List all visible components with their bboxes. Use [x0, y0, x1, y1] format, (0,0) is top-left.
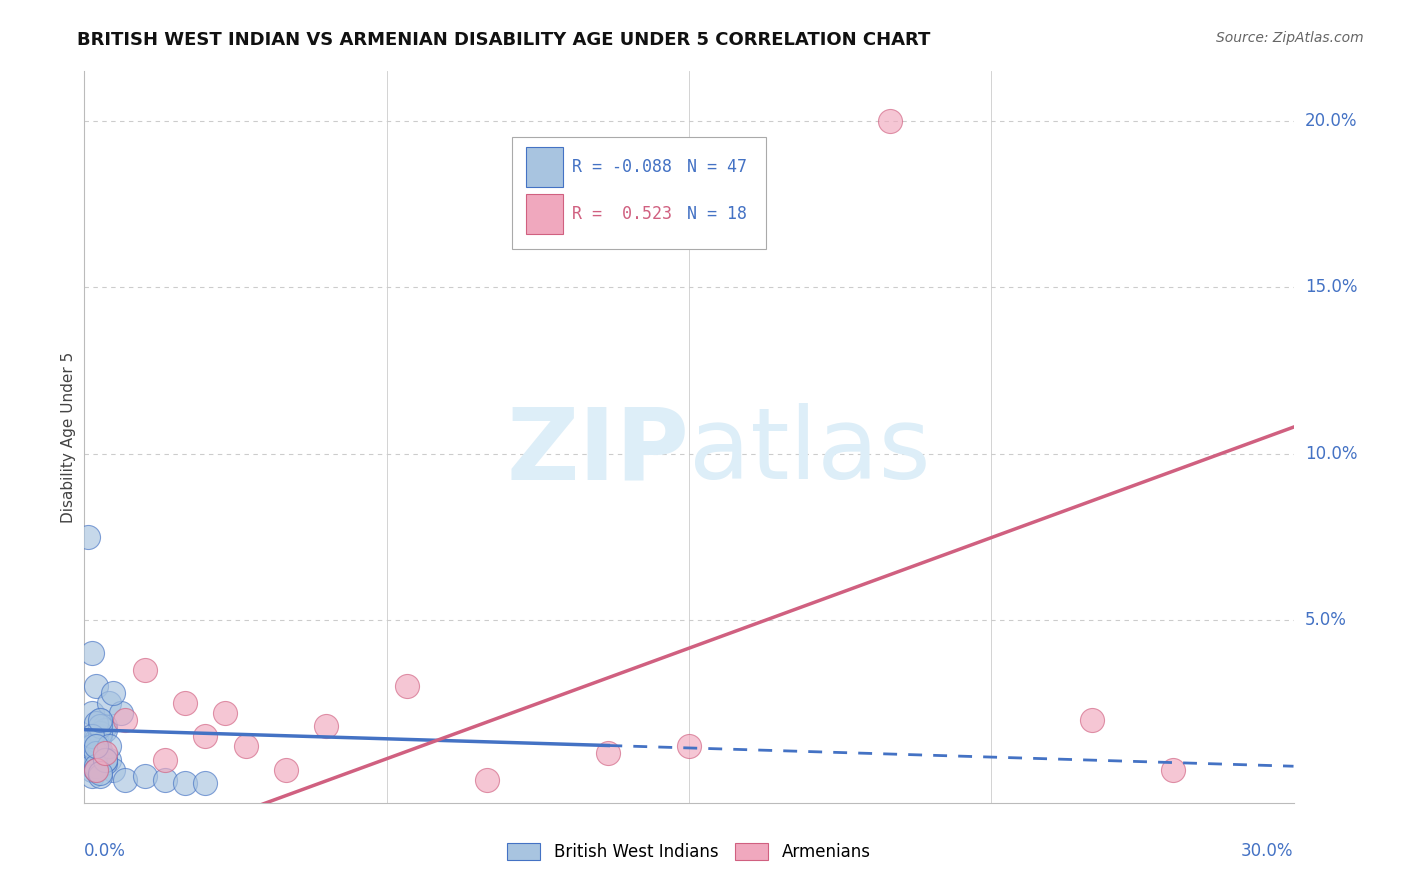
Point	[274, 763, 297, 777]
Point	[235, 739, 257, 754]
Point	[174, 696, 197, 710]
Point	[89, 713, 111, 727]
Text: R = -0.088: R = -0.088	[572, 158, 672, 176]
Point	[194, 776, 217, 790]
Text: 20.0%: 20.0%	[1305, 112, 1357, 130]
Point	[134, 663, 156, 677]
Point	[174, 776, 197, 790]
Point	[86, 732, 108, 747]
Point	[82, 739, 104, 754]
Point	[114, 772, 136, 787]
Text: BRITISH WEST INDIAN VS ARMENIAN DISABILITY AGE UNDER 5 CORRELATION CHART: BRITISH WEST INDIAN VS ARMENIAN DISABILI…	[77, 31, 931, 49]
Text: 0.0%: 0.0%	[84, 842, 127, 860]
Point	[678, 739, 700, 754]
Point	[89, 742, 111, 756]
Point	[86, 746, 108, 760]
Point	[82, 759, 104, 773]
Point	[89, 769, 111, 783]
Point	[82, 763, 104, 777]
Point	[86, 759, 108, 773]
Point	[82, 706, 104, 720]
Point	[89, 719, 111, 733]
Point	[153, 772, 176, 787]
Point	[93, 756, 115, 770]
Point	[89, 765, 111, 780]
Point	[194, 729, 217, 743]
Text: N = 18: N = 18	[686, 205, 747, 223]
Point	[89, 746, 111, 760]
Point	[89, 729, 111, 743]
Point	[97, 696, 120, 710]
Point	[93, 753, 115, 767]
Point	[86, 736, 108, 750]
Point	[879, 114, 901, 128]
Point	[86, 756, 108, 770]
Point	[477, 772, 499, 787]
Point	[97, 739, 120, 754]
Point	[82, 746, 104, 760]
Point	[93, 723, 115, 737]
Point	[93, 753, 115, 767]
Point	[110, 706, 132, 720]
Point	[86, 753, 108, 767]
Text: 15.0%: 15.0%	[1305, 278, 1357, 296]
Point	[82, 769, 104, 783]
Point	[86, 763, 108, 777]
Point	[86, 739, 108, 754]
Point	[315, 719, 337, 733]
Text: 30.0%: 30.0%	[1241, 842, 1294, 860]
Point	[86, 716, 108, 731]
Point	[89, 726, 111, 740]
Point	[101, 686, 124, 700]
Point	[153, 753, 176, 767]
Point	[86, 680, 108, 694]
Point	[86, 763, 108, 777]
Point	[214, 706, 236, 720]
Text: ZIP: ZIP	[506, 403, 689, 500]
Text: 10.0%: 10.0%	[1305, 445, 1357, 463]
Text: atlas: atlas	[689, 403, 931, 500]
Point	[114, 713, 136, 727]
Point	[86, 729, 108, 743]
Point	[82, 646, 104, 660]
Point	[93, 746, 115, 760]
Text: Source: ZipAtlas.com: Source: ZipAtlas.com	[1216, 31, 1364, 45]
Point	[82, 749, 104, 764]
Point	[134, 769, 156, 783]
Point	[395, 680, 418, 694]
Point	[97, 753, 120, 767]
Text: 5.0%: 5.0%	[1305, 611, 1347, 629]
Point	[89, 713, 111, 727]
Y-axis label: Disability Age Under 5: Disability Age Under 5	[60, 351, 76, 523]
Point	[1161, 763, 1184, 777]
Point	[82, 739, 104, 754]
Point	[598, 746, 620, 760]
Point	[93, 719, 115, 733]
Text: N = 47: N = 47	[686, 158, 747, 176]
Legend: British West Indians, Armenians: British West Indians, Armenians	[501, 836, 877, 868]
Point	[82, 729, 104, 743]
Point	[77, 530, 100, 544]
Text: R =  0.523: R = 0.523	[572, 205, 672, 223]
Point	[101, 763, 124, 777]
Point	[1081, 713, 1104, 727]
